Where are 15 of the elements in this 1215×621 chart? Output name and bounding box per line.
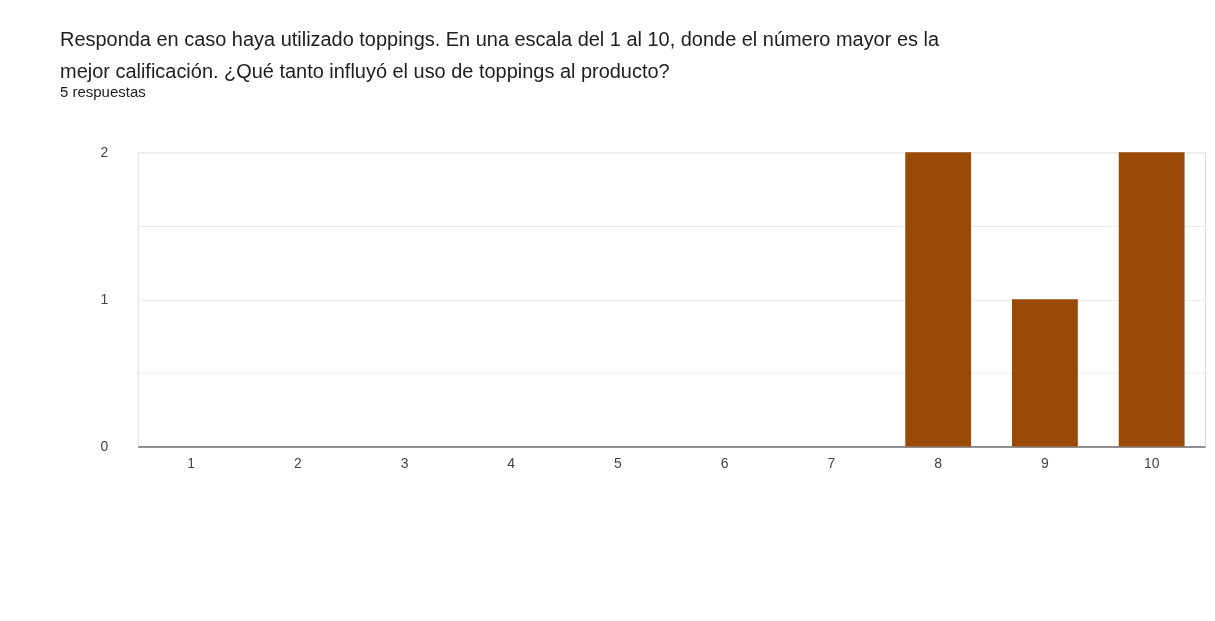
chart-title: Responda en caso haya utilizado toppings. En una escala del 1 al 10, donde el número mayor es la mejor calificación. ¿Qué tanto influyó el uso de toppings al producto? [60, 28, 940, 83]
x-tick-label: 4 [507, 454, 516, 471]
y-tick-label: 1 [100, 290, 109, 307]
x-tick-label: 10 [1143, 454, 1160, 471]
x-tick-label: 3 [400, 454, 409, 471]
y-tick-label: 2 [100, 143, 109, 160]
x-tick-label: 5 [614, 454, 623, 471]
chart-subtitle: 5 respuestas [60, 83, 146, 101]
x-tick-label: 7 [827, 454, 836, 471]
x-tick-label: 9 [1041, 454, 1050, 471]
x-tick-label: 1 [187, 454, 196, 471]
y-tick-label: 0 [100, 437, 109, 454]
x-tick-label: 6 [720, 454, 729, 471]
x-tick-label: 2 [293, 454, 302, 471]
x-tick-label: 8 [934, 454, 943, 471]
